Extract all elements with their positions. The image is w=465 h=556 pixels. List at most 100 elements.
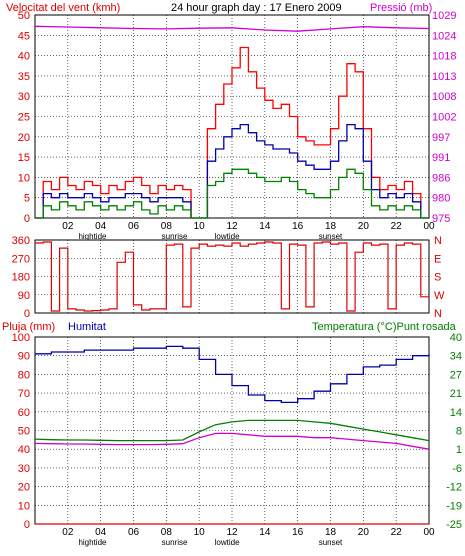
series-humidity — [35, 345, 430, 404]
event-label-sunset: sunset — [319, 538, 343, 547]
direction-y-tick-label: 180 — [12, 272, 30, 284]
event-label-hightide: hightide — [78, 232, 107, 241]
wind-y-tick-label: 20 — [18, 132, 30, 144]
x-tick-label: 04 — [95, 221, 107, 232]
series-layer — [34, 25, 430, 525]
humidity-y-tick-label: 50 — [18, 426, 30, 438]
x-tick-label: 10 — [194, 527, 206, 538]
event-label-sunrise: sunrise — [162, 538, 188, 547]
event-label-lowtide: lowtide — [215, 232, 240, 241]
pressure-y-tick-label: 1002 — [432, 112, 456, 124]
x-tick-label: 12 — [226, 527, 238, 538]
direction-y-tick-label: 90 — [18, 290, 30, 302]
x-tick-label: 12 — [226, 221, 238, 232]
temperature-axis-title: Temperatura (°C)Punt rosada — [312, 321, 457, 333]
compass-tick-label: N — [434, 308, 442, 320]
wind-y-tick-label: 15 — [18, 152, 30, 164]
x-tick-label: 18 — [325, 527, 337, 538]
humidity-y-tick-label: 100 — [12, 332, 30, 344]
compass-tick-label: W — [434, 290, 445, 302]
wind-y-tick-label: 0 — [24, 213, 30, 225]
x-tick-label: 18 — [325, 221, 337, 232]
humidity-y-tick-label: 80 — [18, 369, 30, 381]
pressure-y-tick-label: 1024 — [432, 30, 456, 42]
wind-y-tick-label: 30 — [18, 91, 30, 103]
x-tick-label: 14 — [259, 527, 271, 538]
humidity-y-tick-label: 10 — [18, 500, 30, 512]
x-tick-label: 00 — [423, 221, 435, 232]
wind-y-tick-label: 40 — [18, 51, 30, 63]
rain-axis-title: Pluja (mm) — [2, 321, 55, 333]
compass-tick-label: S — [434, 272, 441, 284]
event-label-lowtide: lowtide — [215, 538, 240, 547]
x-tick-label: 14 — [259, 221, 271, 232]
temperature-y-tick-label: 40 — [450, 332, 462, 344]
compass-tick-label: N — [434, 235, 442, 247]
temperature-y-tick-label: -25 — [446, 519, 462, 531]
temperature-y-tick-label: -6 — [452, 463, 462, 475]
wind-y-tick-label: 10 — [18, 172, 30, 184]
humidity-y-tick-label: 40 — [18, 444, 30, 456]
graph-title: 24 hour graph day : 17 Enero 2009 — [171, 2, 342, 14]
series-wind-min — [35, 168, 429, 219]
pressure-y-tick-label: 997 — [432, 132, 450, 144]
x-tick-label: 08 — [161, 221, 173, 232]
x-tick-label: 02 — [62, 527, 74, 538]
wind-y-tick-label: 25 — [18, 112, 30, 124]
x-tick-label: 22 — [391, 527, 403, 538]
x-tick-label: 02 — [62, 221, 74, 232]
x-tick-label: 10 — [194, 221, 206, 232]
wind-y-tick-label: 35 — [18, 71, 30, 83]
humidity-y-tick-label: 20 — [18, 482, 30, 494]
x-tick-label: 20 — [358, 527, 370, 538]
x-tick-label: 08 — [161, 527, 173, 538]
wind-y-tick-label: 50 — [18, 10, 30, 22]
direction-y-tick-label: 0 — [24, 308, 30, 320]
temperature-y-tick-label: 34 — [450, 351, 462, 363]
wind-y-tick-label: 5 — [24, 193, 30, 205]
pressure-y-tick-label: 986 — [432, 172, 450, 184]
direction-y-tick-label: 360 — [12, 235, 30, 247]
pressure-axis-title: Pressió (mb) — [370, 2, 432, 14]
x-tick-label: 06 — [128, 527, 140, 538]
axis-labels-layer: 0202040406060808101012121414161618182020… — [12, 10, 462, 547]
direction-y-tick-label: 270 — [12, 253, 30, 265]
x-tick-label: 06 — [128, 221, 140, 232]
event-label-sunrise: sunrise — [162, 232, 188, 241]
temperature-y-tick-label: 1 — [456, 444, 462, 456]
humidity-axis-title: Humitat — [68, 321, 106, 333]
wind-axis-title: Velocitat del vent (kmh) — [6, 2, 120, 14]
wind-y-tick-label: 45 — [18, 30, 30, 42]
pressure-y-tick-label: 1013 — [432, 71, 456, 83]
series-wind-avg — [35, 123, 429, 219]
humidity-y-tick-label: 90 — [18, 351, 30, 363]
temperature-y-tick-label: -12 — [446, 482, 462, 494]
pressure-y-tick-label: 1018 — [432, 51, 456, 63]
series-dewpoint — [34, 432, 430, 450]
x-tick-label: 20 — [358, 221, 370, 232]
series-temperature — [34, 419, 430, 442]
series-wind-max — [35, 46, 429, 219]
series-wind-pressure — [34, 25, 430, 32]
pressure-y-tick-label: 975 — [432, 213, 450, 225]
x-tick-label: 00 — [423, 527, 435, 538]
humidity-y-tick-label: 30 — [18, 463, 30, 475]
compass-tick-label: E — [434, 253, 441, 265]
pressure-y-tick-label: 980 — [432, 193, 450, 205]
humidity-y-tick-label: 60 — [18, 407, 30, 419]
humidity-y-tick-label: 0 — [24, 519, 30, 531]
pressure-y-tick-label: 1029 — [432, 10, 456, 22]
pressure-y-tick-label: 991 — [432, 152, 450, 164]
series-direction — [35, 241, 429, 312]
event-label-sunset: sunset — [319, 232, 343, 241]
temperature-y-tick-label: 14 — [450, 407, 462, 419]
x-tick-label: 16 — [292, 527, 304, 538]
humidity-y-tick-label: 70 — [18, 388, 30, 400]
event-label-hightide: hightide — [78, 538, 107, 547]
temperature-y-tick-label: -19 — [446, 500, 462, 512]
temperature-y-tick-label: 21 — [450, 388, 462, 400]
x-tick-label: 22 — [391, 221, 403, 232]
x-tick-label: 04 — [95, 527, 107, 538]
x-tick-label: 16 — [292, 221, 304, 232]
